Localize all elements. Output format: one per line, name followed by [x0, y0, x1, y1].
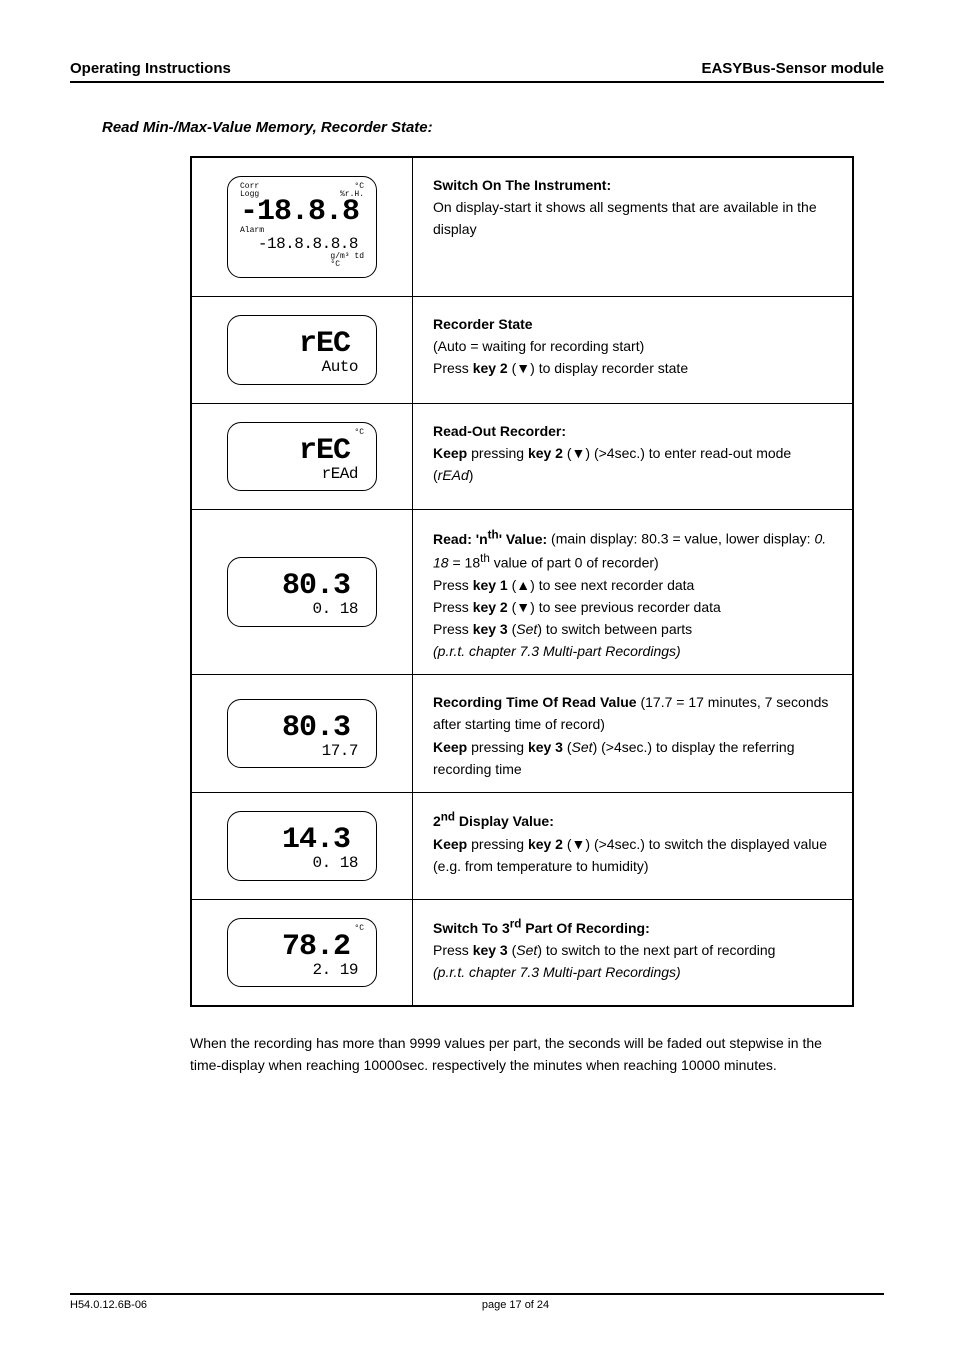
lcd-main-digits: rEC — [240, 329, 364, 359]
lcd-screen: 80.317.7 — [227, 699, 377, 769]
lcd-sub-digits: -18.8.8.8.8 — [240, 236, 364, 253]
lcd-sub-digits: 0. 18 — [240, 855, 364, 872]
description-cell: Switch On The Instrument:On display-star… — [412, 158, 852, 296]
lcd-screen: 80.30. 18 — [227, 557, 377, 627]
lcd-main-digits: 14.3 — [240, 825, 364, 855]
instruction-text: Read: 'nth' Value: (main display: 80.3 =… — [433, 526, 832, 662]
lcd-screen: °CrECrEAd — [227, 422, 377, 492]
header-right: EASYBus-Sensor module — [701, 60, 884, 77]
instruction-table: Corr Logg°C %r.H.-18.8.8Alarm-18.8.8.8.8… — [190, 156, 854, 1007]
lcd-main-digits: 78.2 — [240, 932, 364, 962]
instruction-text: Switch On The Instrument:On display-star… — [433, 174, 832, 240]
page-footer: H54.0.12.6B-06 page 17 of 24 — [70, 1293, 884, 1311]
lcd-sub-digits: 0. 18 — [240, 601, 364, 618]
description-cell: Read: 'nth' Value: (main display: 80.3 =… — [412, 510, 852, 674]
description-cell: 2nd Display Value:Keep pressing key 2 (▼… — [412, 793, 852, 899]
lcd-screen: 14.30. 18 — [227, 811, 377, 881]
instruction-text: 2nd Display Value:Keep pressing key 2 (▼… — [433, 809, 832, 877]
annun-top-right: °C — [354, 925, 364, 934]
lcd-cell: 80.30. 18 — [192, 510, 412, 674]
description-cell: Switch To 3rd Part Of Recording:Press ke… — [412, 900, 852, 1006]
lcd-cell: 80.317.7 — [192, 675, 412, 791]
footnote: When the recording has more than 9999 va… — [190, 1033, 850, 1076]
lcd-sub-digits: Auto — [240, 359, 364, 376]
lcd-sub-digits: 2. 19 — [240, 962, 364, 979]
lcd-screen: °C78.22. 19 — [227, 918, 377, 988]
table-row: 14.30. 18 2nd Display Value:Keep pressing… — [192, 793, 852, 900]
annun-bot-right: g/m³ td °C — [330, 253, 364, 269]
section-title: Read Min-/Max-Value Memory, Recorder Sta… — [102, 119, 884, 136]
lcd-main-digits: 80.3 — [240, 713, 364, 743]
table-row: 80.317.7 Recording Time Of Read Value (17… — [192, 675, 852, 792]
table-row: 80.30. 18 Read: 'nth' Value: (main displa… — [192, 510, 852, 675]
table-row: °C78.22. 19 Switch To 3rd Part Of Recordi… — [192, 900, 852, 1006]
description-cell: Read-Out Recorder:Keep pressing key 2 (▼… — [412, 404, 852, 510]
footer-rule — [70, 1293, 884, 1295]
lcd-sub-digits: rEAd — [240, 466, 364, 483]
instruction-text: Switch To 3rd Part Of Recording:Press ke… — [433, 916, 832, 984]
lcd-screen: rECAuto — [227, 315, 377, 385]
lcd-main-digits: -18.8.8 — [240, 197, 364, 227]
instruction-text: Recorder State(Auto = waiting for record… — [433, 313, 832, 379]
table-row: rECAuto Recorder State(Auto = waiting for… — [192, 297, 852, 404]
description-cell: Recording Time Of Read Value (17.7 = 17 … — [412, 675, 852, 791]
lcd-cell: °CrECrEAd — [192, 404, 412, 510]
lcd-cell: °C78.22. 19 — [192, 900, 412, 1006]
lcd-cell: rECAuto — [192, 297, 412, 403]
lcd-main-digits: 80.3 — [240, 571, 364, 601]
page-header: Operating Instructions EASYBus-Sensor mo… — [70, 60, 884, 83]
lcd-cell: Corr Logg°C %r.H.-18.8.8Alarm-18.8.8.8.8… — [192, 158, 412, 296]
lcd-screen: Corr Logg°C %r.H.-18.8.8Alarm-18.8.8.8.8… — [227, 176, 377, 278]
footer-left: H54.0.12.6B-06 — [70, 1299, 147, 1311]
header-left: Operating Instructions — [70, 60, 231, 77]
lcd-cell: 14.30. 18 — [192, 793, 412, 899]
annun-top-right: °C — [354, 429, 364, 438]
table-row: °CrECrEAd Read-Out Recorder:Keep pressing… — [192, 404, 852, 511]
header-rule — [70, 81, 884, 83]
footer-center: page 17 of 24 — [482, 1299, 549, 1311]
instruction-text: Recording Time Of Read Value (17.7 = 17 … — [433, 691, 832, 779]
lcd-sub-digits: 17.7 — [240, 743, 364, 760]
table-row: Corr Logg°C %r.H.-18.8.8Alarm-18.8.8.8.8… — [192, 158, 852, 297]
instruction-text: Read-Out Recorder:Keep pressing key 2 (▼… — [433, 420, 832, 486]
lcd-main-digits: rEC — [240, 436, 364, 466]
description-cell: Recorder State(Auto = waiting for record… — [412, 297, 852, 403]
